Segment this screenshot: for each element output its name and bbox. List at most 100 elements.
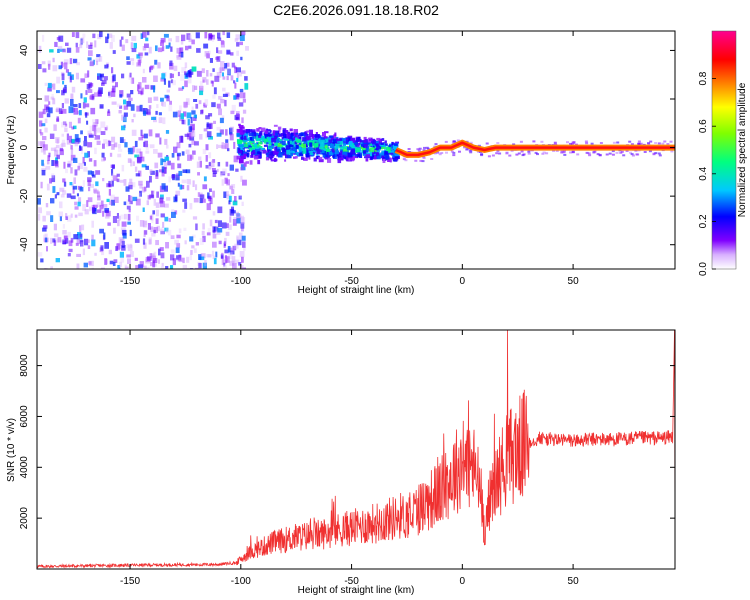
heatmap-cell: [355, 147, 360, 153]
heatmap-cell: [52, 57, 55, 63]
heatmap-cell: [110, 194, 115, 200]
heatmap-cell: [230, 52, 234, 56]
heatmap-cell: [119, 261, 123, 268]
heatmap-cell: [141, 164, 147, 168]
heatmap-cell: [138, 85, 142, 90]
heatmap-cell: [374, 155, 377, 160]
heatmap-cell: [350, 150, 356, 155]
heatmap-cell: [184, 202, 188, 209]
heatmap-cell: [161, 266, 164, 269]
heatmap-cell: [219, 67, 222, 73]
heatmap-cell: [161, 172, 165, 177]
heatmap-cell: [350, 138, 355, 143]
heatmap-cell: [117, 265, 121, 269]
heatmap-cell: [239, 128, 243, 132]
heatmap-cell: [70, 148, 74, 155]
heatmap-cell: [111, 180, 114, 187]
heatmap-cell: [187, 77, 192, 84]
heatmap-cell: [177, 154, 180, 161]
heatmap-cell: [126, 205, 131, 210]
heatmap-cell: [213, 87, 217, 95]
heatmap-cell: [86, 84, 91, 90]
heatmap-cell: [97, 89, 102, 97]
heatmap-cell: [150, 85, 156, 90]
x-tick-label: 0: [460, 276, 466, 287]
heatmap-cell: [422, 148, 426, 151]
heatmap-cell: [302, 137, 307, 142]
heatmap-cell: [121, 36, 124, 40]
heatmap-cell: [643, 151, 647, 153]
heatmap-cell: [309, 142, 313, 147]
heatmap-cell: [357, 153, 361, 158]
heatmap-cell: [238, 125, 244, 128]
heatmap-cell: [206, 70, 209, 77]
heatmap-cell: [208, 196, 211, 202]
heatmap-cell: [68, 240, 73, 247]
heatmap-cell: [234, 196, 237, 202]
heatmap-cell: [87, 245, 91, 249]
heatmap-cell: [179, 105, 182, 112]
heatmap-cell: [192, 150, 196, 155]
heatmap-cell: [151, 218, 154, 223]
heatmap-cell: [407, 148, 411, 150]
heatmap-cell: [139, 261, 144, 268]
heatmap-cell: [203, 176, 207, 182]
x-tick-label: 50: [568, 276, 580, 287]
heatmap-cell: [376, 145, 380, 150]
heatmap-cell: [103, 232, 106, 240]
heatmap-cell: [61, 73, 65, 81]
heatmap-cell: [249, 136, 253, 141]
heatmap-cell: [108, 249, 112, 255]
heatmap-cell: [50, 96, 55, 100]
heatmap-cell: [247, 137, 252, 141]
heatmap-cell: [160, 230, 165, 235]
heatmap-cell: [128, 195, 131, 202]
heatmap-cell: [630, 153, 634, 156]
heatmap-cell: [419, 159, 423, 162]
heatmap-cell: [241, 70, 246, 74]
heatmap-cell: [121, 44, 125, 51]
heatmap-cell: [161, 99, 164, 106]
heatmap-cell: [270, 159, 276, 162]
heatmap-cell: [157, 152, 163, 158]
heatmap-cell: [226, 76, 229, 81]
heatmap-cell: [346, 140, 349, 144]
heatmap-cell: [380, 142, 384, 145]
heatmap-cell: [188, 34, 192, 39]
heatmap-cell: [325, 148, 330, 152]
heatmap-cell: [60, 61, 64, 69]
heatmap-cell: [60, 239, 65, 244]
heatmap-cell: [519, 140, 523, 143]
heatmap-cell: [274, 146, 277, 151]
heatmap-cell: [222, 168, 227, 174]
heatmap-cell: [190, 250, 193, 255]
heatmap-cell: [79, 44, 83, 49]
heatmap-cell: [282, 148, 288, 153]
heatmap-cell: [216, 47, 219, 54]
heatmap-cell: [133, 42, 137, 49]
heatmap-cell: [192, 180, 195, 187]
heatmap-cell: [48, 101, 51, 105]
heatmap-cell: [299, 136, 302, 140]
heatmap-cell: [61, 103, 64, 109]
heatmap-cell: [104, 258, 108, 265]
heatmap-cell: [168, 218, 171, 222]
heatmap-cell: [333, 134, 337, 139]
snr-frame: [36, 329, 676, 570]
heatmap-cell: [240, 91, 243, 99]
heatmap-cell: [248, 138, 253, 144]
heatmap-cell: [85, 103, 90, 108]
heatmap-cell: [195, 267, 199, 269]
heatmap-cell: [214, 219, 218, 224]
heatmap-cell: [45, 237, 48, 243]
heatmap-cell: [371, 151, 376, 155]
heatmap-cell: [95, 170, 101, 175]
heatmap-cell: [191, 131, 196, 137]
heatmap-cell: [96, 202, 101, 208]
heatmap-cell: [138, 193, 141, 199]
heatmap-cell: [256, 155, 262, 159]
heatmap-cell: [83, 140, 88, 147]
heatmap-cell: [135, 173, 140, 177]
heatmap-cell: [670, 150, 674, 153]
heatmap-cell: [111, 67, 114, 74]
